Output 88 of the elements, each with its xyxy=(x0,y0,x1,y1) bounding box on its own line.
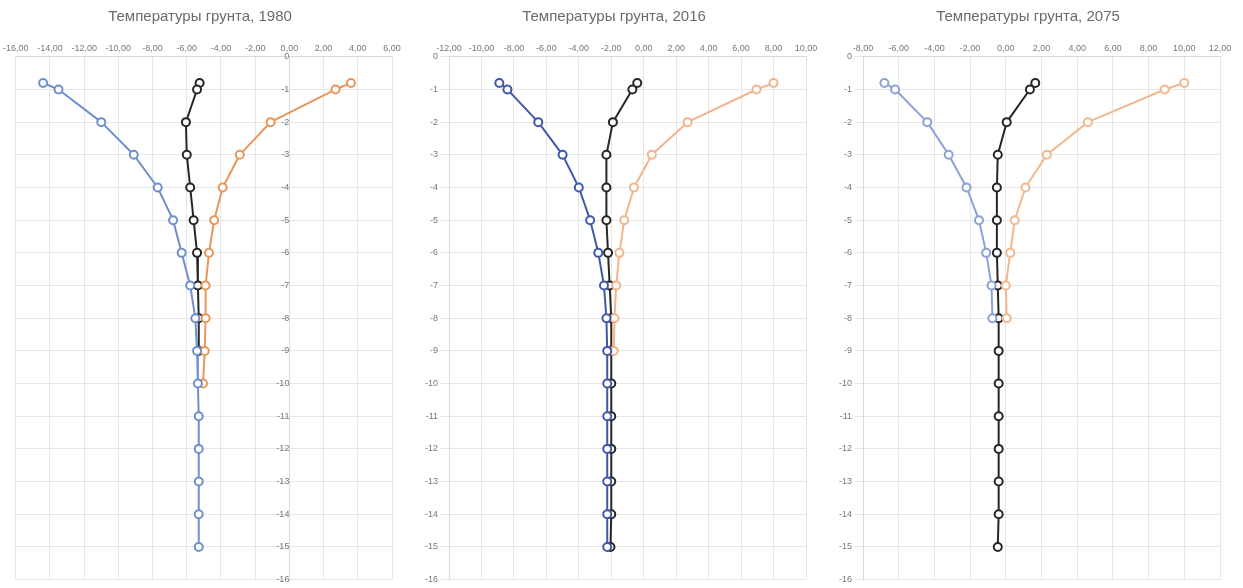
x-tick-label: -6,00 xyxy=(888,42,909,53)
x-tick-label: -2,00 xyxy=(601,42,622,53)
x-tick-label: 6,00 xyxy=(383,42,401,53)
y-tick-label: -8 xyxy=(843,312,853,323)
y-tick-label: -6 xyxy=(843,247,853,258)
y-tick-label: -10 xyxy=(276,378,290,389)
x-tick-label: 12,00 xyxy=(1208,42,1232,53)
x-tick-label: -12,00 xyxy=(71,42,97,53)
y-tick-label: -1 xyxy=(281,83,290,94)
x-tick-label: 0,00 xyxy=(280,42,299,53)
y-tick-label: -7 xyxy=(429,280,439,291)
x-tick-label: 2,00 xyxy=(667,42,685,53)
x-tick-label: 10,00 xyxy=(794,42,818,53)
x-tick-label: -6,00 xyxy=(536,42,557,53)
y-tick-label: -9 xyxy=(281,345,290,356)
y-tick-label: -12 xyxy=(424,443,439,454)
y-tick-label: -10 xyxy=(424,378,439,389)
y-tick-label: -3 xyxy=(843,149,853,160)
y-tick-label: -4 xyxy=(843,181,853,192)
y-tick-label: -16 xyxy=(424,574,439,585)
y-tick-label: -6 xyxy=(281,247,290,258)
x-tick-label: 2,00 xyxy=(1032,42,1051,53)
x-tick-label: 6,00 xyxy=(732,42,750,53)
y-tick-label: -6 xyxy=(429,247,439,258)
y-tick-label: -10 xyxy=(838,378,853,389)
y-tick-label: -3 xyxy=(429,149,439,160)
y-tick-label: -11 xyxy=(839,410,853,421)
y-tick-label: -3 xyxy=(281,149,290,160)
y-tick-label: -13 xyxy=(276,476,290,487)
x-tick-label: -4,00 xyxy=(568,42,590,53)
x-tick-label: -10,00 xyxy=(105,42,132,53)
x-tick-label: 6,00 xyxy=(1104,42,1122,53)
y-tick-label: -8 xyxy=(429,312,439,323)
y-tick-label: -12 xyxy=(276,443,290,454)
x-tick-label: 2,00 xyxy=(314,42,333,53)
y-tick-label: -11 xyxy=(425,410,439,421)
y-tick-label: -9 xyxy=(429,345,439,356)
y-tick-label: -5 xyxy=(429,214,439,225)
x-tick-label: -16,00 xyxy=(2,42,29,53)
x-tick-label: 10,00 xyxy=(1173,42,1196,53)
y-tick-label: -8 xyxy=(281,312,290,323)
y-tick-label: -16 xyxy=(838,574,853,585)
x-tick-label: 8,00 xyxy=(1139,42,1158,53)
x-tick-label: 0,00 xyxy=(634,42,653,53)
x-tick-label: -8,00 xyxy=(142,42,163,53)
y-tick-label: -14 xyxy=(276,508,290,519)
y-tick-label: -12 xyxy=(838,443,853,454)
y-tick-label: -15 xyxy=(424,541,439,552)
y-tick-label: -5 xyxy=(843,214,853,225)
x-tick-label: -12,00 xyxy=(436,42,462,53)
y-tick-label: -1 xyxy=(429,83,439,94)
y-tick-label: -13 xyxy=(424,476,439,487)
chart-title: Температуры грунта, 2016 xyxy=(522,7,706,25)
x-tick-label: -14,00 xyxy=(37,42,63,53)
x-tick-label: -6,00 xyxy=(176,42,198,53)
x-tick-label: -8,00 xyxy=(852,42,874,53)
y-tick-label: -5 xyxy=(281,214,290,225)
y-tick-label: -4 xyxy=(429,181,439,192)
y-tick-label: -2 xyxy=(843,116,853,127)
y-tick-label: -11 xyxy=(277,410,290,421)
y-tick-label: -7 xyxy=(843,280,853,291)
y-tick-label: -7 xyxy=(281,280,290,291)
x-tick-label: -2,00 xyxy=(244,42,266,53)
y-tick-label: -14 xyxy=(424,508,439,519)
x-tick-label: -4,00 xyxy=(210,42,232,53)
y-tick-label: 0 xyxy=(432,51,439,62)
x-tick-label: -10,00 xyxy=(468,42,495,53)
y-tick-label: -2 xyxy=(429,116,439,127)
y-tick-label: -15 xyxy=(276,541,290,552)
y-tick-label: -9 xyxy=(843,345,853,356)
y-tick-label: -14 xyxy=(838,508,853,519)
x-tick-label: 4,00 xyxy=(1068,42,1086,53)
x-tick-label: 4,00 xyxy=(349,42,367,53)
y-tick-label: -1 xyxy=(843,83,853,94)
x-tick-label: 4,00 xyxy=(699,42,718,53)
x-tick-label: -4,00 xyxy=(924,42,945,53)
y-tick-label: -4 xyxy=(281,181,290,192)
x-tick-label: 8,00 xyxy=(764,42,783,53)
y-tick-label: 0 xyxy=(846,51,853,62)
x-tick-label: 0,00 xyxy=(997,42,1015,53)
y-tick-label: -2 xyxy=(281,116,290,127)
y-tick-label: -13 xyxy=(838,476,853,487)
x-tick-label: -2,00 xyxy=(959,42,981,53)
y-tick-label: -15 xyxy=(838,541,853,552)
x-tick-label: -8,00 xyxy=(503,42,525,53)
y-tick-label: -16 xyxy=(276,574,290,585)
chart-title: Температуры грунта, 2075 xyxy=(936,7,1120,25)
chart-title: Температуры грунта, 1980 xyxy=(108,7,292,25)
